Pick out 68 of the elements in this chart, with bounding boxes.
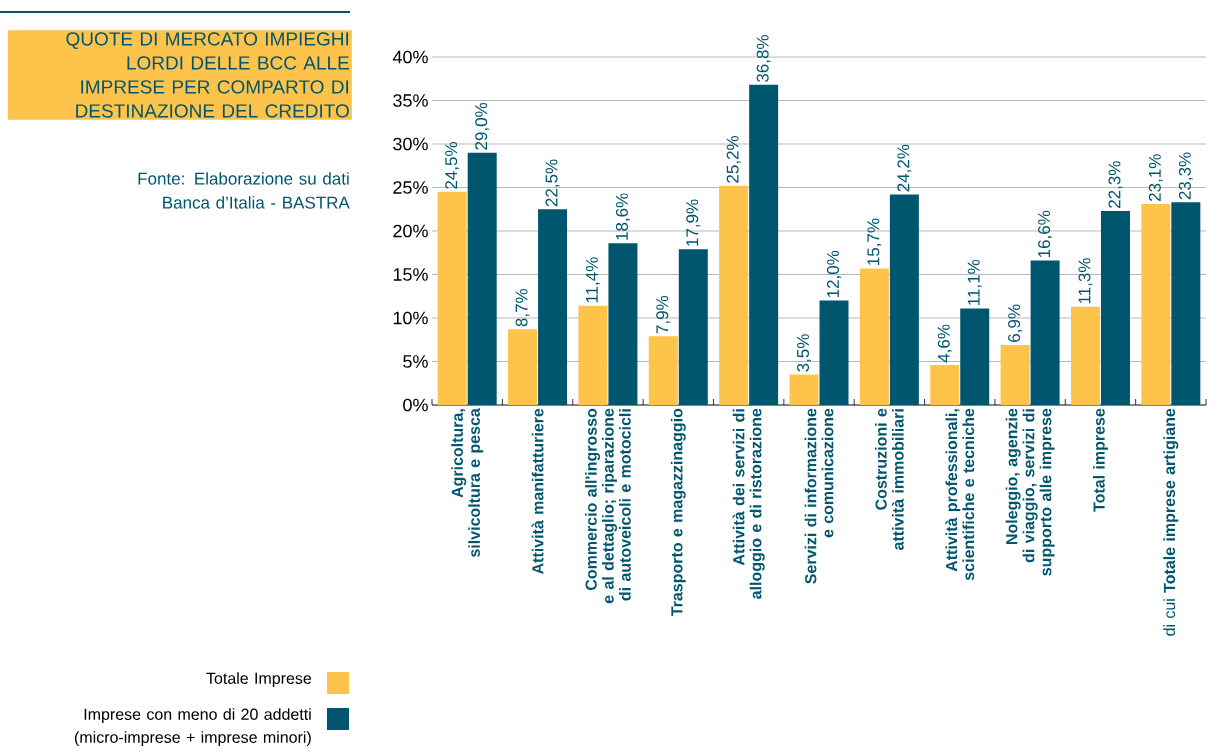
x-tick-label: Agricoltura, silvicoltura e pesca [451,408,484,558]
data-label: 36,8% [756,35,771,82]
data-label: 23,1% [1148,154,1163,201]
data-label: 29,0% [475,102,490,150]
y-tick-label: 30% [393,137,428,151]
legend-label: Totale Imprese [206,672,312,688]
data-label: 24,5% [445,142,460,189]
bar [678,249,708,405]
bar [578,305,608,405]
bar [859,268,889,405]
bar [789,374,819,405]
data-label: 16,6% [1038,210,1053,258]
data-label: 22,3% [1108,161,1123,208]
x-tick-label: Commercio all'ingrosso e al dettaglio; riparazione di autoveicoli e motocicli [585,408,631,604]
data-label: 11,1% [967,259,982,305]
y-tick-label: 0% [403,398,428,412]
bar [960,308,990,405]
x-tick-label: Attività professionali, scientifiche e tecniche [945,408,975,581]
bar [508,329,538,405]
data-label: 11,3% [1078,258,1093,304]
data-label: 8,7% [515,288,530,327]
bar [538,209,568,405]
text: QUOTE DI MERCATO IMPIEGHI LORDI DELLE BCC ALLE IMPRESE PER COMPARTO DI DESTINAZIONE DEL CREDITO [66,32,349,118]
bar [749,84,779,405]
bar [467,152,497,405]
bar [608,243,638,405]
bar [1141,204,1171,405]
bar [1000,344,1030,405]
bar [648,336,678,405]
data-label: 4,6% [937,324,952,363]
y-tick-label: 5% [403,355,428,368]
bar [930,364,960,405]
bar [437,191,467,405]
data-label: 11,4% [585,257,600,303]
y-tick-label: 35% [393,94,428,107]
x-tick-label: di cui Totale imprese artigiane [1163,408,1179,636]
bar [719,185,749,405]
data-label: 22,5% [545,159,560,207]
data-label: 25,2% [726,135,741,183]
x-tick-label: Noleggio, agenzie di viaggio, servizi di supporto alle imprese [1005,408,1055,576]
data-label: 24,2% [897,144,912,192]
bar [889,194,919,405]
x-tick-label: Attività manifatturiere [531,408,544,575]
x-tick-label: Total imprese [1093,408,1108,512]
x-tick-label: Trasporto e magazzinaggio [670,408,686,617]
legend-label: Imprese con meno di 20 addetti (micro-imprese + imprese minori) [74,708,311,747]
data-label: 12,0% [826,250,842,298]
data-label: 17,9% [686,199,701,246]
bar [819,300,849,405]
data-label: 7,9% [656,295,671,334]
data-label: 3,5% [796,334,812,372]
data-label: 6,9% [1008,304,1023,342]
data-label: 15,7% [867,218,882,265]
y-tick-label: 25% [393,181,428,194]
y-tick-label: 10% [393,311,428,325]
source-note: Fonte: Elaborazione su dati Banca d’Italia - BASTRA [138,172,350,209]
y-tick-label: 15% [393,268,428,281]
bar [1070,306,1100,405]
y-tick-label: 20% [393,224,428,238]
x-tick-label: Attività dei servizi di alloggio e di ristorazione [732,408,765,599]
data-label: 18,6% [615,193,630,240]
bar [1171,202,1201,405]
y-tick-label: 40% [392,50,428,64]
data-label: 23,3% [1178,152,1193,200]
bar [1030,260,1060,405]
x-tick-label: Servizi di informazione e comunicazione [804,408,834,584]
bar [1100,210,1130,405]
x-tick-label: Costruzioni e attività immobiliari [875,408,904,550]
